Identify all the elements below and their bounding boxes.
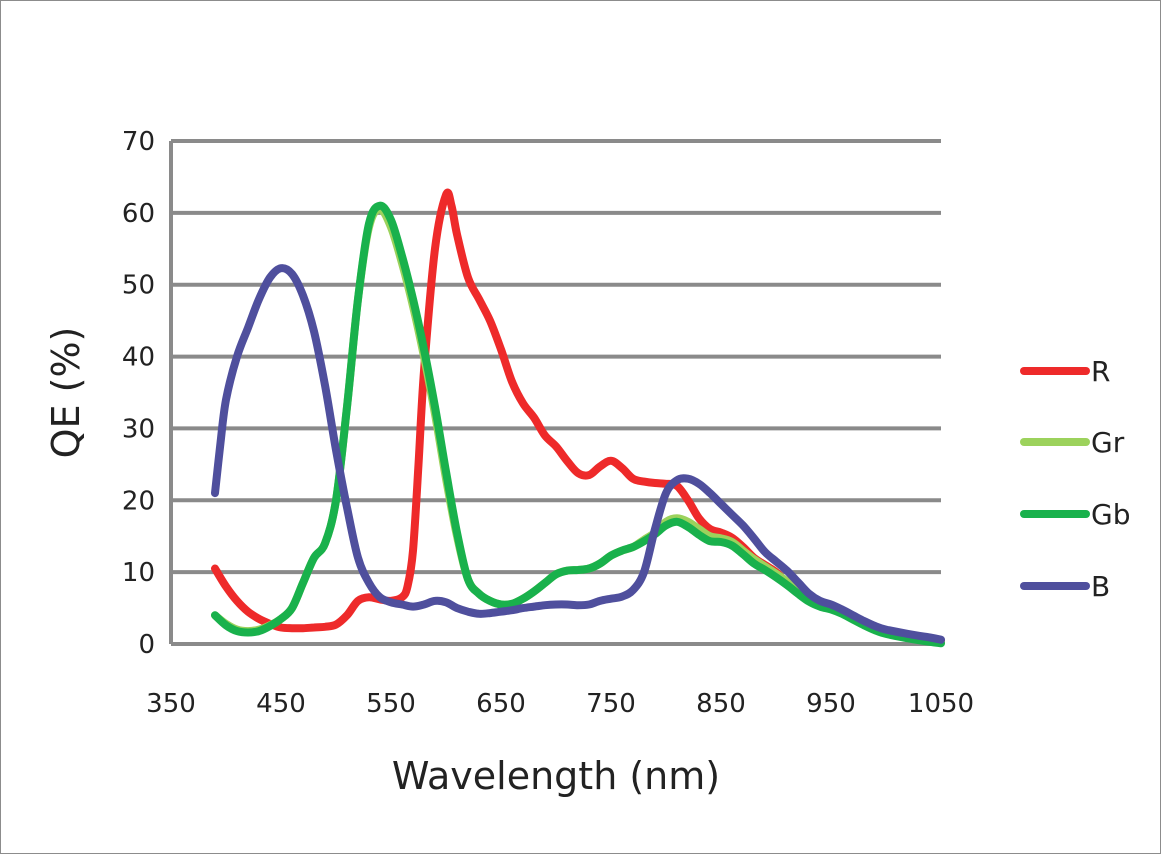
y-tick-70: 70 xyxy=(122,127,155,157)
legend-label-b: B xyxy=(1091,570,1110,603)
x-tick-450: 450 xyxy=(256,689,306,719)
legend-label-gb: Gb xyxy=(1091,498,1130,531)
series-lines xyxy=(211,188,945,648)
x-tick-950: 950 xyxy=(806,689,856,719)
y-tick-0: 0 xyxy=(138,630,155,660)
y-tick-10: 10 xyxy=(122,558,155,588)
y-axis-title: QE (%) xyxy=(44,327,88,459)
x-tick-350: 350 xyxy=(146,689,196,719)
y-tick-labels: 0 10 20 30 40 50 60 70 xyxy=(122,127,155,660)
gridlines xyxy=(169,139,941,646)
y-tick-60: 60 xyxy=(122,199,155,229)
y-tick-30: 30 xyxy=(122,414,155,444)
legend-label-r: R xyxy=(1091,355,1110,388)
series-line-gr xyxy=(211,205,945,647)
y-tick-20: 20 xyxy=(122,486,155,516)
x-tick-labels: 350 450 550 650 750 850 950 1050 xyxy=(146,689,974,719)
legend-label-gr: Gr xyxy=(1091,426,1125,459)
series-line-b xyxy=(211,264,945,644)
y-tick-50: 50 xyxy=(122,271,155,301)
series-line-gb xyxy=(211,201,945,648)
x-tick-550: 550 xyxy=(366,689,416,719)
y-tick-40: 40 xyxy=(122,343,155,373)
x-tick-650: 650 xyxy=(476,689,526,719)
x-tick-1050: 1050 xyxy=(908,689,974,719)
legend: R Gr Gb B xyxy=(1020,355,1130,603)
x-axis-title: Wavelength (nm) xyxy=(392,754,720,798)
x-tick-850: 850 xyxy=(696,689,746,719)
x-tick-750: 750 xyxy=(586,689,636,719)
